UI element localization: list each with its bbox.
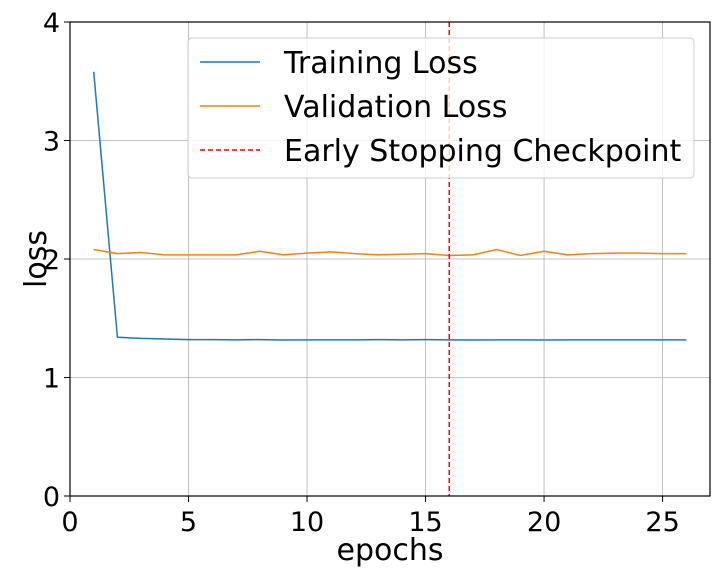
legend: Training Loss Validation Loss Early Stoppi… <box>187 37 695 179</box>
y-tick-label: 2 <box>43 245 60 276</box>
series-line-validation-loss <box>93 248 687 257</box>
legend-box <box>187 37 695 179</box>
legend-entry-label: Early Stopping Checkpoint <box>284 134 682 169</box>
y-tick-label: 4 <box>43 8 60 39</box>
x-tick-label: 5 <box>180 507 197 538</box>
series-line-training-loss <box>92 71 687 341</box>
y-tick-label: 0 <box>43 482 60 513</box>
x-tick-label: 20 <box>527 507 561 538</box>
x-tick-label: 10 <box>290 507 324 538</box>
legend-entry-label: Training Loss <box>283 46 478 81</box>
series-layer <box>92 22 687 496</box>
x-axis-label: epochs <box>337 533 444 568</box>
y-tick-label: 1 <box>43 364 60 395</box>
y-axis-label: loss <box>19 230 54 288</box>
legend-entry-label: Validation Loss <box>284 90 507 125</box>
x-tick-label: 0 <box>61 507 78 538</box>
y-tick-label: 3 <box>43 127 60 158</box>
ticks: 0 5 10 15 20 25 0 1 2 3 4 <box>43 8 680 538</box>
x-tick-label: 25 <box>645 507 679 538</box>
x-tick-label: 15 <box>408 507 442 538</box>
